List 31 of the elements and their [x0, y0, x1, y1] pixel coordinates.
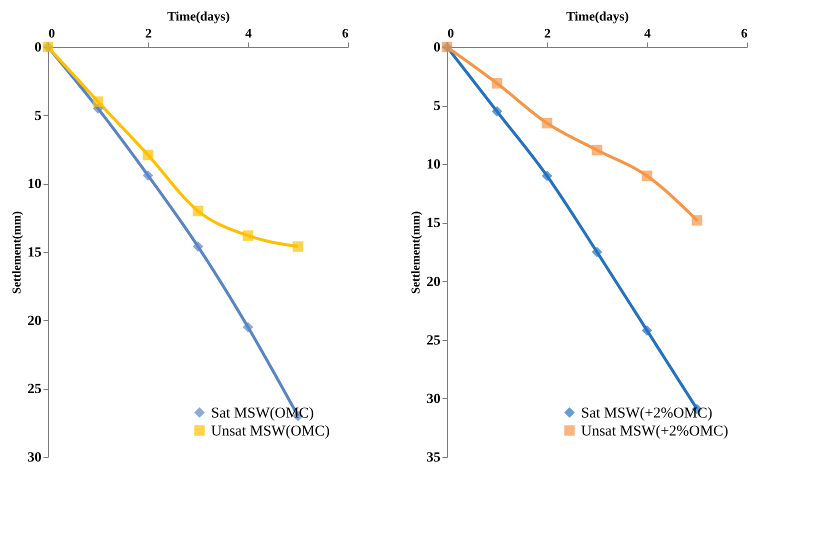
y-tick-label: 10: [426, 158, 440, 173]
x-tick-label: 4: [245, 26, 252, 40]
x-tick-label: 6: [342, 26, 349, 40]
y-tick-label: 35: [426, 450, 440, 466]
y-tick-label: 0: [34, 40, 42, 56]
y-tick-label: 30: [28, 450, 42, 466]
y-tick-label: 10: [28, 177, 42, 192]
y-axis-title: Settlement(mm): [408, 211, 422, 294]
x-tick-label: 6: [741, 26, 748, 40]
y-tick-label: 20: [28, 314, 42, 329]
legend-label: Unsat MSW(OMC): [211, 424, 330, 440]
x-tick-label: 2: [145, 26, 152, 40]
y-tick-label: 0: [434, 40, 440, 56]
y-tick-label: 20: [426, 274, 440, 290]
legend-label: Sat MSW(+2%OMC): [581, 406, 712, 422]
x-axis-title: Time(days): [167, 8, 230, 24]
y-tick-label: 15: [28, 246, 42, 260]
x-axis-title: Time(days): [566, 8, 629, 24]
x-tick-label: 4: [644, 26, 652, 40]
x-tick-label: 2: [544, 26, 551, 40]
x-tick-label: 0: [48, 26, 55, 40]
y-tick-label: 25: [28, 382, 42, 398]
y-tick-label: 25: [426, 333, 440, 348]
legend-label: Unsat MSW(+2%OMC): [581, 424, 728, 440]
y-tick-label: 30: [426, 392, 440, 407]
y-tick-label: 5: [434, 99, 440, 114]
y-tick-label: 5: [34, 108, 42, 124]
legend-label: Sat MSW(OMC): [211, 406, 314, 422]
x-tick-label: 0: [448, 26, 454, 40]
y-tick-label: 15: [426, 216, 440, 232]
y-axis-title: Settlement(mm): [10, 211, 24, 294]
